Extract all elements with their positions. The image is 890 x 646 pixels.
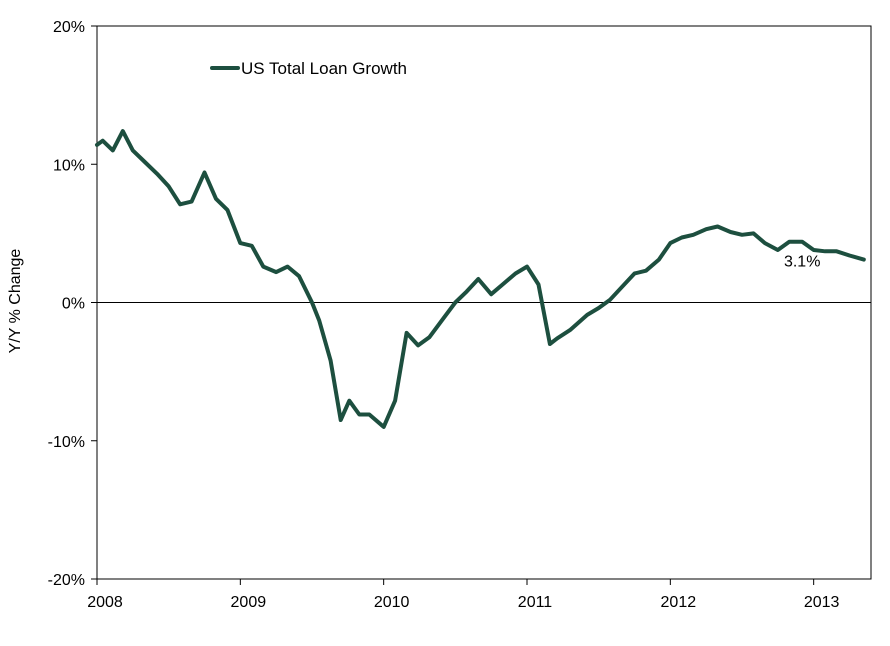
legend-label: US Total Loan Growth <box>241 59 407 78</box>
y-axis-title: Y/Y % Change <box>7 249 24 354</box>
y-tick-label: -20% <box>48 572 85 589</box>
x-tick-label: 2011 <box>518 594 553 611</box>
y-tick-label: 20% <box>53 19 85 36</box>
y-tick-label: -10% <box>48 434 85 451</box>
annotation-label: 3.1% <box>784 254 820 271</box>
series-line <box>95 129 866 429</box>
y-tick-label: 0% <box>62 296 85 313</box>
x-tick-label: 2012 <box>661 594 697 611</box>
y-tick-label: 10% <box>53 157 85 174</box>
x-tick-label: 2009 <box>231 594 267 611</box>
x-tick-label: 2010 <box>374 594 410 611</box>
x-tick-label: 2008 <box>87 594 123 611</box>
x-tick-label: 2013 <box>804 594 840 611</box>
